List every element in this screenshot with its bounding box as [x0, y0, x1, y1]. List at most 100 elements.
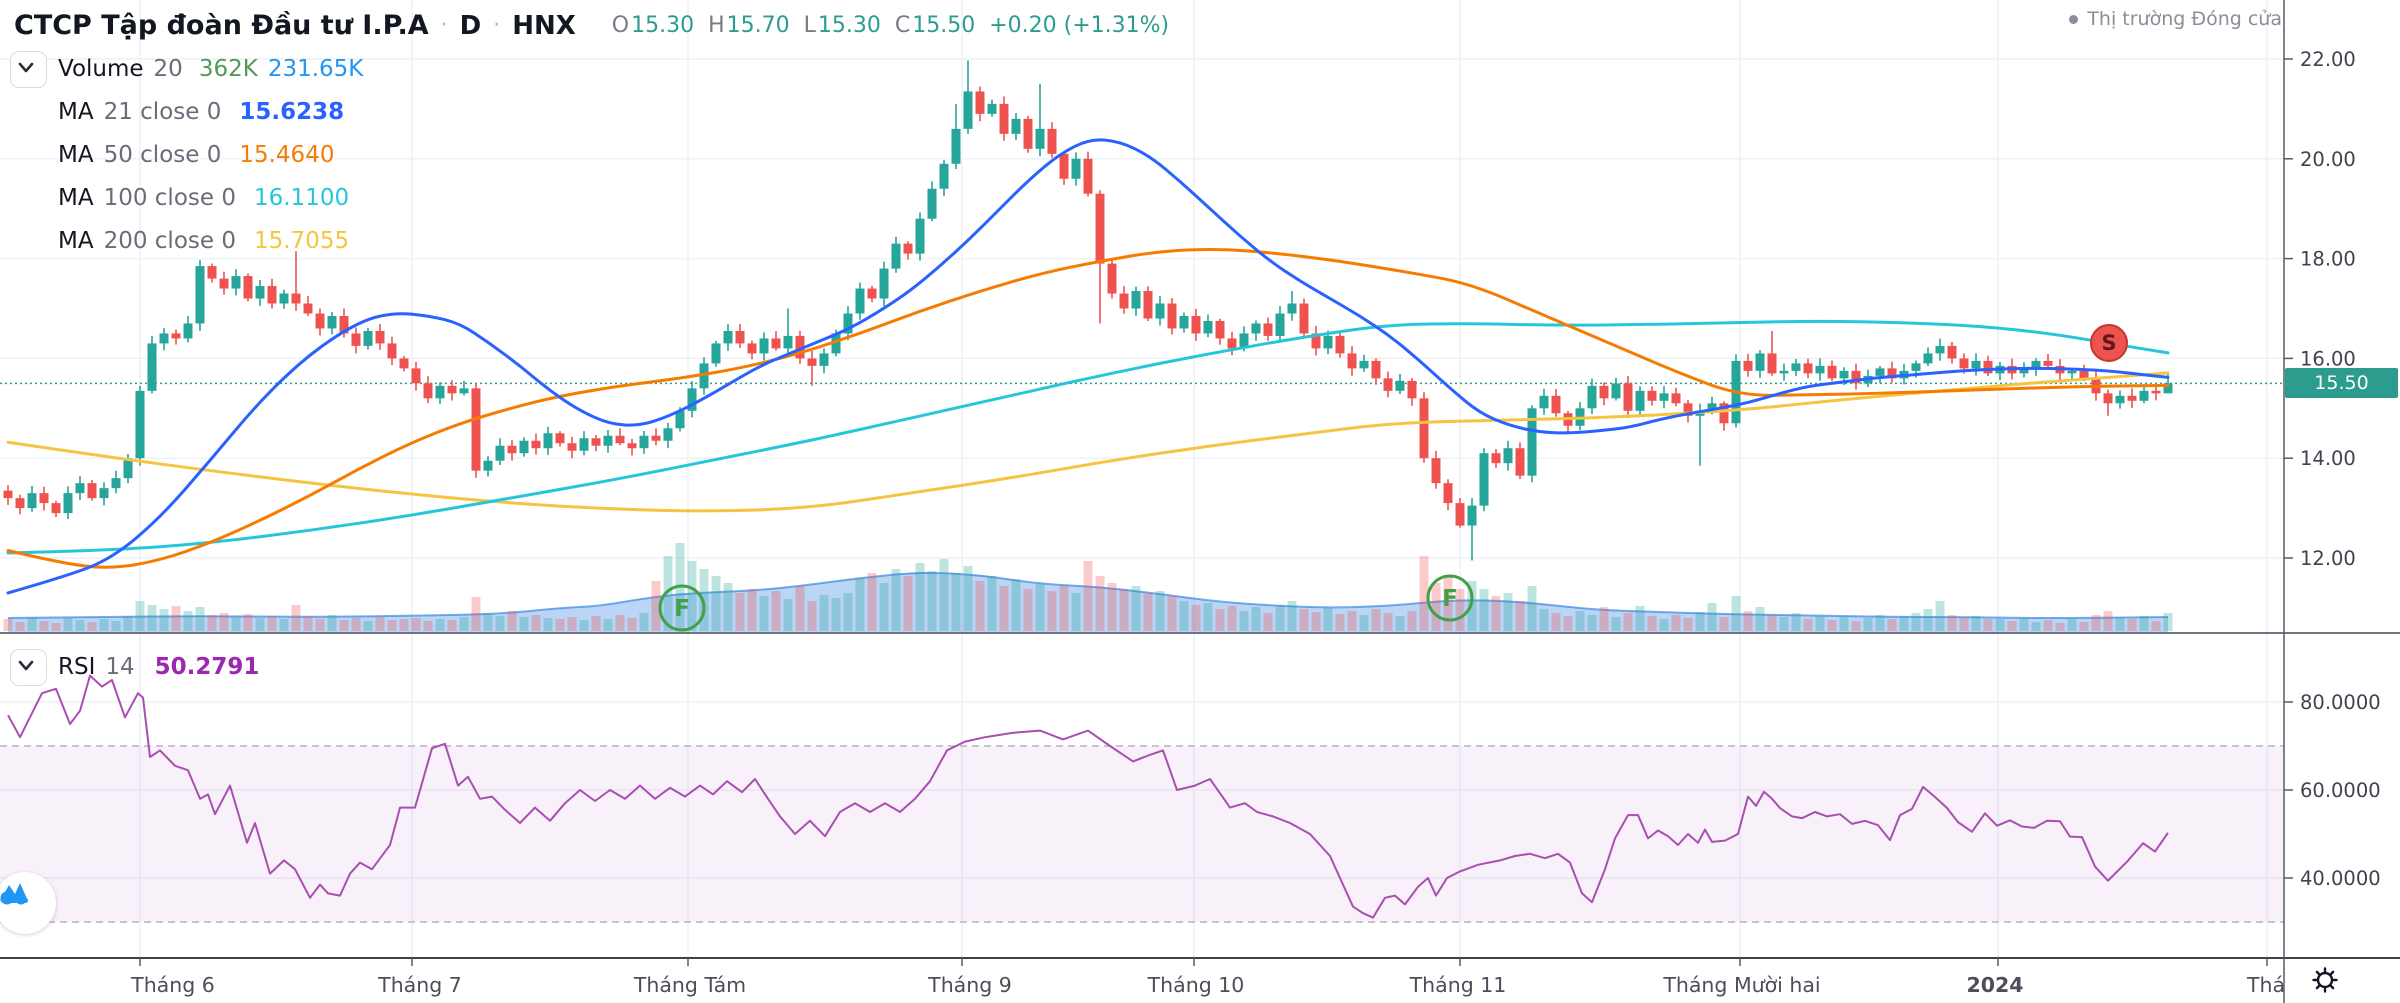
rsi-line: [7, 674, 2169, 919]
candle-body: [99, 488, 109, 499]
close-value: 15.50: [912, 13, 976, 38]
volume-bar: [1455, 589, 1465, 631]
volume-bar: [435, 619, 445, 631]
candle-body: [1383, 378, 1393, 391]
candle-body: [1947, 345, 1957, 359]
volume-bar: [723, 583, 733, 631]
volume-bar: [2043, 620, 2053, 631]
candle-body: [1143, 291, 1153, 319]
volume-bar: [1191, 605, 1201, 631]
candle-body: [291, 293, 301, 304]
candle-body: [1011, 118, 1021, 134]
volume-bar: [1527, 586, 1537, 631]
volume-bar: [1899, 616, 1909, 631]
symbol-title[interactable]: CTCP Tập đoàn Đầu tư I.P.A: [14, 10, 429, 41]
volume-bar: [87, 622, 97, 631]
ma100-legend-row[interactable]: MA 100 close 0 16.1100: [58, 184, 349, 212]
volume-bar: [603, 619, 613, 631]
volume-length: 20: [153, 56, 183, 82]
change-value: +0.20 (+1.31%): [989, 13, 1170, 38]
volume-bar: [1095, 576, 1105, 631]
candle-body: [735, 330, 745, 344]
volume-bar: [1575, 611, 1585, 631]
candle-body: [807, 358, 817, 366]
volume-bar: [1767, 615, 1777, 631]
volume-layer[interactable]: [3, 543, 2173, 632]
current-price-label: 15.50: [2285, 368, 2398, 399]
volume-bar: [2019, 618, 2029, 631]
rsi-legend-row[interactable]: RSI 14 50.2791: [58, 653, 259, 681]
volume-bar: [243, 614, 253, 631]
volume-bar: [2163, 613, 2173, 631]
volume-bar: [795, 586, 805, 631]
ma200-legend-row[interactable]: MA 200 close 0 15.7055: [58, 227, 349, 255]
interval-label[interactable]: D: [459, 10, 482, 41]
volume-bar: [1599, 607, 1609, 631]
candle-body: [2019, 368, 2029, 374]
rsi-band: [0, 746, 2284, 922]
volume-bar: [975, 581, 985, 631]
candle-body: [1959, 358, 1969, 369]
volume-bar: [99, 619, 109, 631]
flag-marker[interactable]: F: [1426, 574, 1474, 622]
candle-body: [2103, 393, 2113, 404]
markers-layer[interactable]: F F S: [658, 324, 2128, 632]
candle-body: [459, 388, 469, 394]
rsi-legend-collapse-button[interactable]: [10, 649, 47, 686]
sell-marker[interactable]: S: [2090, 324, 2128, 362]
time-axis-settings-button[interactable]: [2310, 965, 2354, 999]
price-axis-label: 14.00: [2300, 447, 2356, 470]
volume-bar: [903, 576, 913, 631]
candle-body: [843, 313, 853, 334]
volume-bar: [1275, 605, 1285, 631]
candle-body: [183, 323, 193, 339]
volume-bar: [1551, 613, 1561, 631]
volume-bar: [1443, 576, 1453, 631]
candle-body: [1167, 303, 1177, 329]
rsi-value: 50.2791: [154, 654, 260, 680]
time-axis-label: Tháng 7: [377, 973, 462, 997]
candle-body: [915, 218, 925, 254]
volume-bar: [2079, 622, 2089, 631]
volume-bar: [1419, 556, 1429, 631]
high-label: H: [708, 13, 725, 38]
volume-bar: [1071, 593, 1081, 631]
candle-body: [315, 313, 325, 329]
volume-bar: [2103, 611, 2113, 631]
flag-marker[interactable]: F: [658, 584, 706, 632]
volume-bar: [279, 619, 289, 631]
ma50-legend-row[interactable]: MA 50 close 0 15.4640: [58, 141, 334, 169]
volume-bar: [1179, 601, 1189, 631]
volume-bar: [1587, 615, 1597, 631]
candle-body: [339, 315, 349, 334]
candle-body: [1491, 453, 1501, 464]
candle-body: [939, 163, 949, 189]
volume-bar: [1479, 589, 1489, 631]
time-axis-labels: Tháng 6 Tháng 7 Tháng Tám Tháng 9 Tháng 10 Th…: [130, 973, 2286, 997]
volume-bar: [399, 619, 409, 631]
market-status: Thị trường Đóng cửa: [2069, 8, 2282, 30]
ma21-legend-row[interactable]: MA 21 close 0 15.6238: [58, 98, 344, 126]
time-axis-label: Tháng 11: [1409, 973, 1507, 997]
volume-legend-row[interactable]: Volume 20 362K 231.65K: [58, 55, 363, 83]
volume-bar: [1707, 603, 1717, 631]
volume-bar: [591, 616, 601, 631]
candle-body: [1467, 505, 1477, 526]
volume-bar: [267, 616, 277, 631]
rsi-axis-label: 60.0000: [2300, 779, 2381, 802]
ma-label: MA: [58, 99, 94, 125]
volume-legend-collapse-button[interactable]: [10, 51, 47, 88]
volume-bar: [363, 621, 373, 631]
candle-body: [111, 478, 121, 489]
candle-body: [1035, 128, 1045, 149]
rsi-pane[interactable]: [0, 674, 2284, 923]
volume-bar: [1383, 613, 1393, 631]
volume-bar: [1395, 616, 1405, 631]
candle-body: [1647, 390, 1657, 401]
volume-bar: [2127, 619, 2137, 631]
candle-body: [651, 435, 661, 441]
volume-bar: [2067, 619, 2077, 631]
logo-button[interactable]: [0, 872, 56, 934]
candle-body: [1839, 370, 1849, 379]
